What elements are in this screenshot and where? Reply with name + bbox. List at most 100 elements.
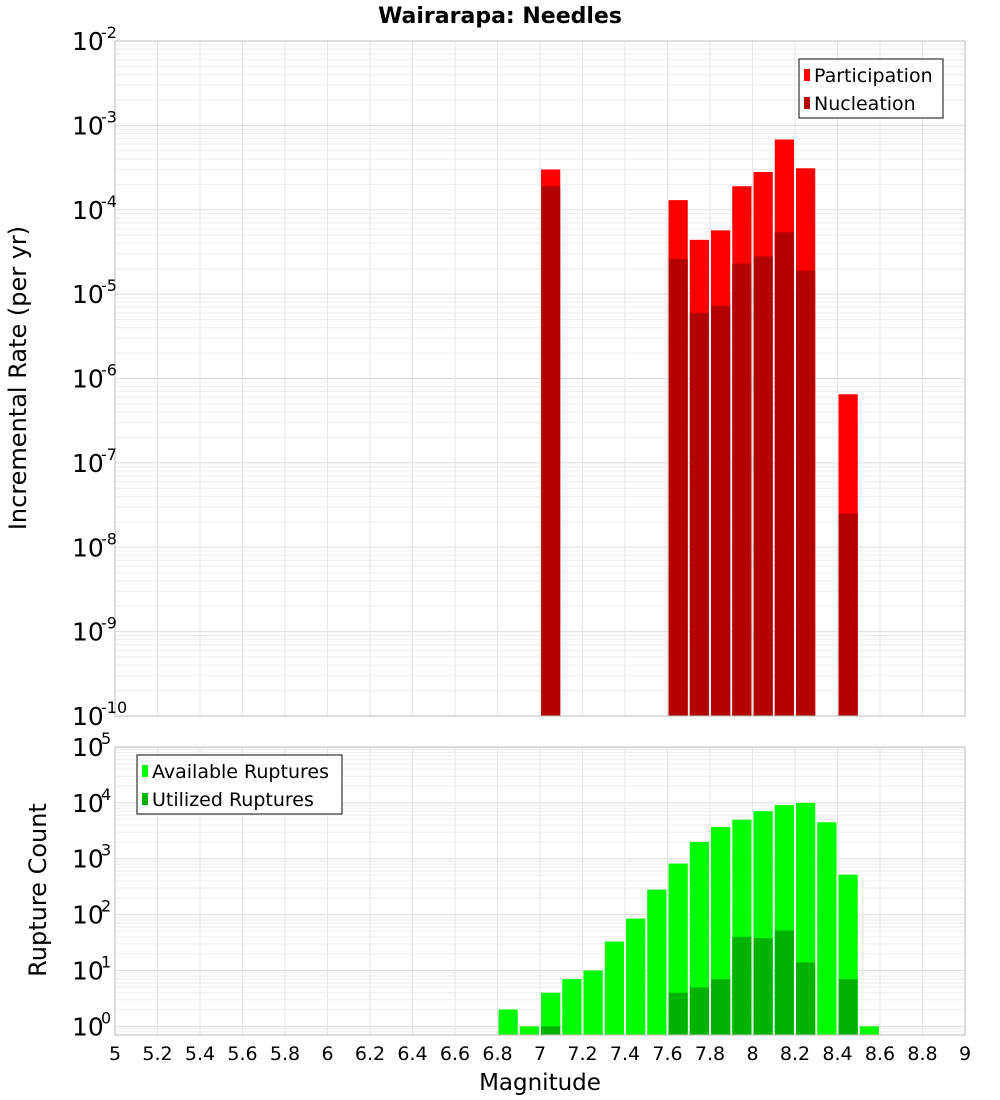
x-tick-label: 8.2 xyxy=(780,1043,810,1065)
y-tick-exponent: 4 xyxy=(101,785,111,804)
bar xyxy=(647,889,667,1035)
legend-swatch xyxy=(142,793,148,805)
x-tick-label: 7.4 xyxy=(610,1043,640,1065)
y-tick-label: 10 xyxy=(72,27,104,56)
y-tick-exponent: 2 xyxy=(101,897,111,916)
y-tick-label: 10 xyxy=(72,789,104,818)
legend-label: Available Ruptures xyxy=(152,761,329,783)
bar xyxy=(838,513,858,716)
x-tick-label: 6 xyxy=(321,1043,333,1065)
x-tick-label: 5.4 xyxy=(185,1043,215,1065)
y-tick-label: 10 xyxy=(72,845,104,874)
bar xyxy=(732,936,752,1035)
y-tick-exponent: -4 xyxy=(101,192,117,211)
series-utilized-ruptures xyxy=(541,930,858,1035)
y-tick-label: 10 xyxy=(72,365,104,394)
x-tick-label: 6.6 xyxy=(440,1043,470,1065)
legend: Available Ruptures Utilized Ruptures xyxy=(136,754,343,815)
x-tick-label: 5 xyxy=(109,1043,121,1065)
bar xyxy=(711,306,731,716)
legend-swatch xyxy=(804,97,810,109)
y-tick-label: 10 xyxy=(72,1012,104,1041)
series-available-ruptures xyxy=(498,802,879,1035)
bar xyxy=(668,992,688,1035)
y-tick-label: 10 xyxy=(72,733,104,762)
bar xyxy=(541,1026,561,1035)
y-tick-label: 10 xyxy=(72,956,104,985)
y-tick-exponent: -9 xyxy=(101,614,117,633)
legend-swatch xyxy=(804,69,810,81)
y-tick-exponent: 5 xyxy=(101,729,111,748)
bar xyxy=(711,979,731,1035)
y-tick-exponent: -2 xyxy=(101,23,117,42)
x-tick-label: 6.2 xyxy=(355,1043,385,1065)
legend-box xyxy=(798,58,944,119)
x-tick-label: 7.6 xyxy=(652,1043,682,1065)
y-tick-label: 10 xyxy=(72,111,104,140)
bar xyxy=(774,930,794,1035)
bar xyxy=(689,987,709,1035)
bar xyxy=(689,841,709,1035)
rate-y-axis-label: Incremental Rate (per yr) xyxy=(4,226,32,530)
x-tick-label: 5.8 xyxy=(270,1043,300,1065)
y-tick-label: 10 xyxy=(72,702,104,731)
bar xyxy=(541,992,561,1035)
y-tick-label: 10 xyxy=(72,196,104,225)
y-tick-label: 10 xyxy=(72,533,104,562)
x-tick-label: 6.8 xyxy=(482,1043,512,1065)
legend-label: Participation xyxy=(814,65,933,87)
y-tick-exponent: -8 xyxy=(101,529,117,548)
x-axis-label: Magnitude xyxy=(479,1070,601,1096)
bar xyxy=(732,263,752,716)
x-tick-label: 8.8 xyxy=(907,1043,937,1065)
bar xyxy=(774,232,794,716)
y-tick-label: 10 xyxy=(72,618,104,647)
y-tick-label: 10 xyxy=(72,280,104,309)
y-tick-exponent: -10 xyxy=(101,698,127,717)
x-tick-label: 7.2 xyxy=(567,1043,597,1065)
x-tick-label: 6.4 xyxy=(397,1043,427,1065)
y-tick-exponent: -7 xyxy=(101,445,117,464)
bar xyxy=(838,979,858,1035)
bar xyxy=(626,918,646,1035)
x-tick-label: 7 xyxy=(534,1043,546,1065)
y-tick-exponent: -5 xyxy=(101,276,117,295)
y-tick-label: 10 xyxy=(72,449,104,478)
x-tick-label: 5.2 xyxy=(142,1043,172,1065)
legend: Participation Nucleation xyxy=(798,58,944,119)
grid xyxy=(114,41,966,717)
y-tick-exponent: 3 xyxy=(101,841,111,860)
bar xyxy=(753,938,773,1035)
bar xyxy=(604,941,624,1035)
bar xyxy=(859,1026,879,1035)
bar xyxy=(541,186,561,716)
legend-swatch xyxy=(142,765,148,777)
legend-label: Nucleation xyxy=(814,93,916,115)
bar xyxy=(817,822,837,1035)
bar xyxy=(689,312,709,716)
y-tick-exponent: -3 xyxy=(101,107,117,126)
bar xyxy=(753,256,773,716)
y-tick-exponent: -6 xyxy=(101,361,117,380)
bar xyxy=(796,962,816,1035)
bar xyxy=(498,1009,518,1035)
bar xyxy=(583,970,603,1035)
legend-box xyxy=(136,754,343,815)
x-tick-label: 8 xyxy=(746,1043,758,1065)
plot-border xyxy=(114,746,966,1036)
x-tick-label: 8.4 xyxy=(822,1043,852,1065)
legend-label: Utilized Ruptures xyxy=(152,789,314,811)
series-nucleation xyxy=(541,186,858,716)
x-tick-label: 9 xyxy=(959,1043,971,1065)
x-tick-labels: 5 5.2 5.4 5.6 5.8 6 6.2 6.4 6.6 6.8 7 7.2 7.4 7.6 7.8 8… xyxy=(109,1043,971,1065)
bar xyxy=(519,1026,539,1035)
x-tick-label: 8.6 xyxy=(865,1043,895,1065)
plot-border xyxy=(114,40,966,717)
bar xyxy=(562,979,582,1035)
bar xyxy=(668,863,688,1035)
y-tick-exponent: 1 xyxy=(101,952,111,971)
